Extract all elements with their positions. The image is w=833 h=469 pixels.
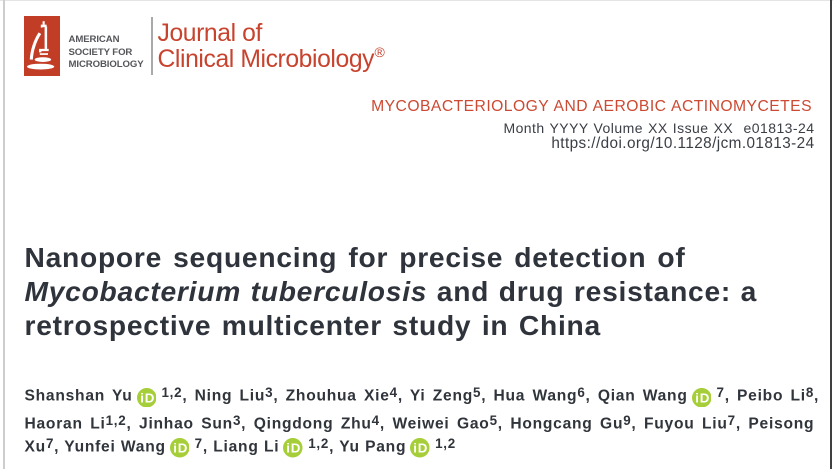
svg-text:iD: iD: [414, 441, 429, 456]
svg-text:iD: iD: [140, 390, 155, 405]
svg-text:iD: iD: [173, 441, 188, 456]
svg-text:iD: iD: [695, 390, 710, 405]
svg-text:iD: iD: [287, 441, 302, 456]
